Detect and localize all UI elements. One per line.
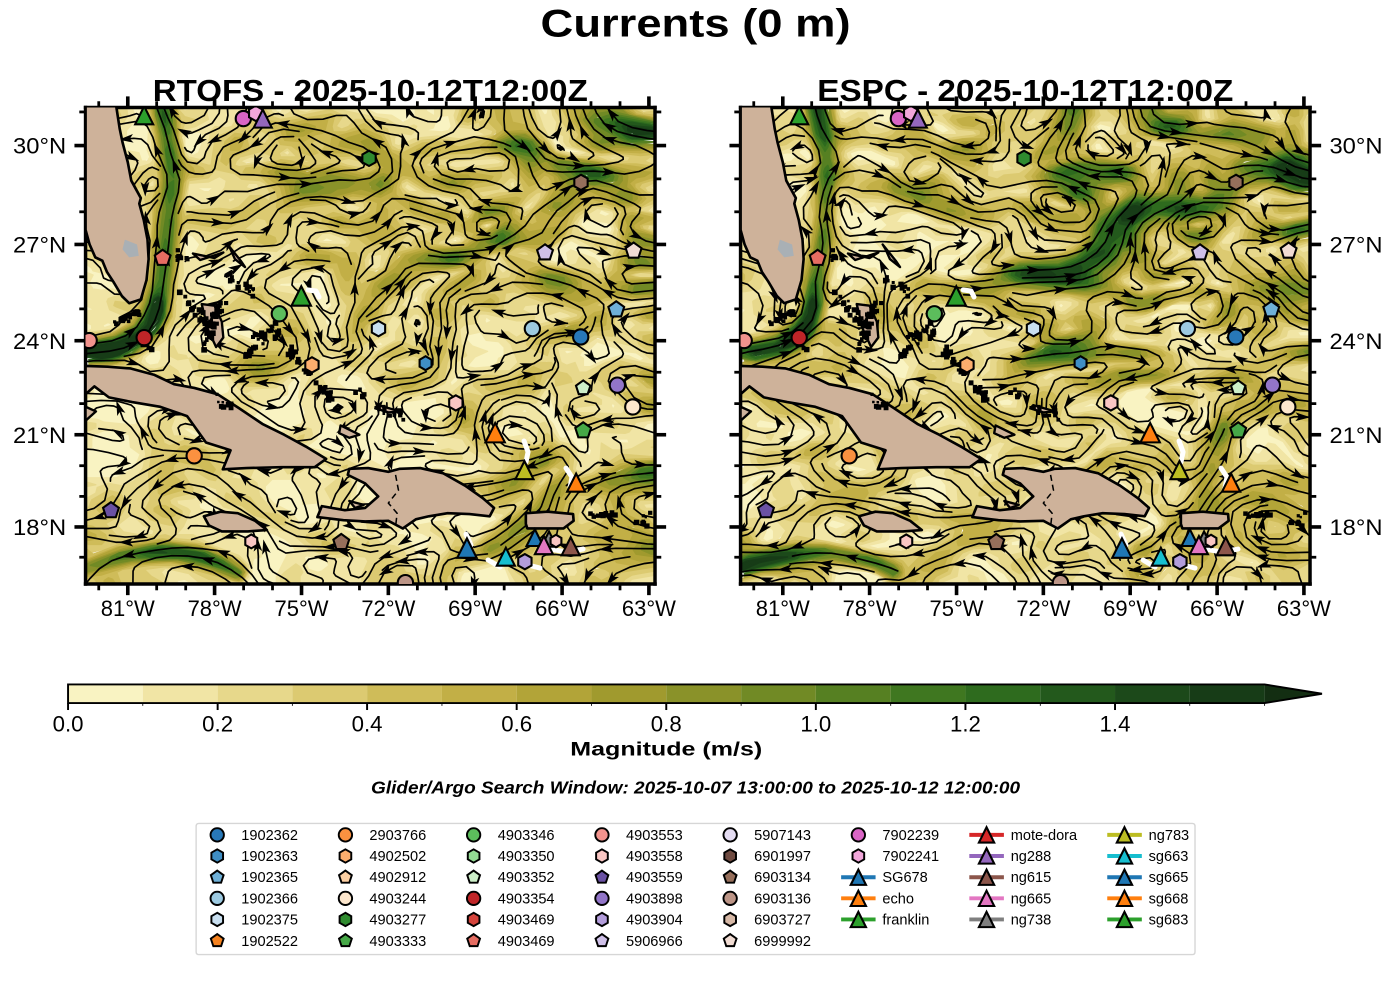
svg-text:30°N: 30°N <box>13 134 66 159</box>
svg-text:6903134: 6903134 <box>754 870 811 886</box>
svg-text:4903904: 4903904 <box>626 913 683 929</box>
svg-text:4903469: 4903469 <box>498 913 555 929</box>
svg-text:24°N: 24°N <box>13 329 66 354</box>
svg-text:2903766: 2903766 <box>369 828 426 844</box>
svg-text:0.0: 0.0 <box>53 712 84 737</box>
svg-text:ng783: ng783 <box>1149 828 1190 844</box>
svg-text:21°N: 21°N <box>13 423 66 448</box>
svg-text:21°N: 21°N <box>1329 423 1382 448</box>
svg-text:ng288: ng288 <box>1011 849 1052 865</box>
svg-text:5907143: 5907143 <box>754 828 811 844</box>
svg-text:4903244: 4903244 <box>369 891 426 907</box>
svg-text:4903346: 4903346 <box>498 828 555 844</box>
svg-text:7902239: 7902239 <box>882 828 939 844</box>
svg-text:1902362: 1902362 <box>241 828 298 844</box>
svg-text:6903727: 6903727 <box>754 913 811 929</box>
svg-text:5906966: 5906966 <box>626 934 683 950</box>
svg-text:18°N: 18°N <box>1329 515 1382 540</box>
svg-text:72°W: 72°W <box>361 596 415 621</box>
svg-text:4903559: 4903559 <box>626 870 683 886</box>
svg-text:1902365: 1902365 <box>241 870 298 886</box>
svg-text:6901997: 6901997 <box>754 849 811 865</box>
svg-text:4903277: 4903277 <box>369 913 426 929</box>
svg-text:ng665: ng665 <box>1011 891 1052 907</box>
svg-text:4903352: 4903352 <box>498 870 555 886</box>
svg-text:1902366: 1902366 <box>241 891 298 907</box>
svg-text:27°N: 27°N <box>13 233 66 258</box>
svg-text:4903354: 4903354 <box>498 891 555 907</box>
svg-text:7902241: 7902241 <box>882 849 939 865</box>
svg-text:4903350: 4903350 <box>498 849 555 865</box>
svg-text:1902363: 1902363 <box>241 849 298 865</box>
svg-text:1.2: 1.2 <box>950 712 981 737</box>
svg-text:SG678: SG678 <box>882 870 927 886</box>
svg-text:78°W: 78°W <box>843 596 897 621</box>
svg-text:mote-dora: mote-dora <box>1011 828 1078 844</box>
svg-text:4903469: 4903469 <box>498 934 555 950</box>
svg-text:4903558: 4903558 <box>626 849 683 865</box>
svg-text:franklin: franklin <box>882 913 929 929</box>
svg-text:75°W: 75°W <box>930 596 984 621</box>
svg-text:81°W: 81°W <box>101 596 155 621</box>
svg-text:sg663: sg663 <box>1149 849 1189 865</box>
svg-text:1.0: 1.0 <box>800 712 831 737</box>
svg-text:78°W: 78°W <box>188 596 242 621</box>
svg-text:0.6: 0.6 <box>501 712 532 737</box>
svg-text:30°N: 30°N <box>1329 134 1382 159</box>
svg-text:6903136: 6903136 <box>754 891 811 907</box>
svg-text:75°W: 75°W <box>275 596 329 621</box>
svg-text:69°W: 69°W <box>1103 596 1157 621</box>
svg-text:Currents (0 m): Currents (0 m) <box>541 3 851 46</box>
svg-text:66°W: 66°W <box>535 596 589 621</box>
svg-text:24°N: 24°N <box>1329 329 1382 354</box>
svg-text:72°W: 72°W <box>1016 596 1070 621</box>
svg-text:18°N: 18°N <box>13 515 66 540</box>
svg-text:ESPC - 2025-10-12T12:00Z: ESPC - 2025-10-12T12:00Z <box>817 74 1233 108</box>
svg-text:0.2: 0.2 <box>202 712 233 737</box>
svg-text:1902375: 1902375 <box>241 913 298 929</box>
svg-text:4902912: 4902912 <box>369 870 426 886</box>
svg-text:66°W: 66°W <box>1190 596 1244 621</box>
svg-text:1.4: 1.4 <box>1100 712 1131 737</box>
svg-text:Magnitude (m/s): Magnitude (m/s) <box>570 739 762 761</box>
svg-text:Glider/Argo Search Window: 202: Glider/Argo Search Window: 2025-10-07 13… <box>371 777 1020 797</box>
svg-text:63°W: 63°W <box>622 596 676 621</box>
svg-text:4903898: 4903898 <box>626 891 683 907</box>
svg-text:4903553: 4903553 <box>626 828 683 844</box>
svg-text:ng738: ng738 <box>1011 913 1052 929</box>
svg-text:69°W: 69°W <box>448 596 502 621</box>
svg-text:81°W: 81°W <box>756 596 810 621</box>
svg-text:27°N: 27°N <box>1329 233 1382 258</box>
svg-text:63°W: 63°W <box>1277 596 1331 621</box>
svg-text:0.8: 0.8 <box>651 712 682 737</box>
svg-text:6999992: 6999992 <box>754 934 811 950</box>
svg-text:1902522: 1902522 <box>241 934 298 950</box>
svg-text:sg665: sg665 <box>1149 870 1189 886</box>
svg-text:4903333: 4903333 <box>369 934 426 950</box>
svg-text:4902502: 4902502 <box>369 849 426 865</box>
svg-text:RTOFS - 2025-10-12T12:00Z: RTOFS - 2025-10-12T12:00Z <box>153 74 588 108</box>
svg-text:echo: echo <box>882 891 914 907</box>
svg-text:sg683: sg683 <box>1149 913 1189 929</box>
svg-text:0.4: 0.4 <box>352 712 383 737</box>
svg-text:ng615: ng615 <box>1011 870 1052 886</box>
svg-text:sg668: sg668 <box>1149 891 1189 907</box>
